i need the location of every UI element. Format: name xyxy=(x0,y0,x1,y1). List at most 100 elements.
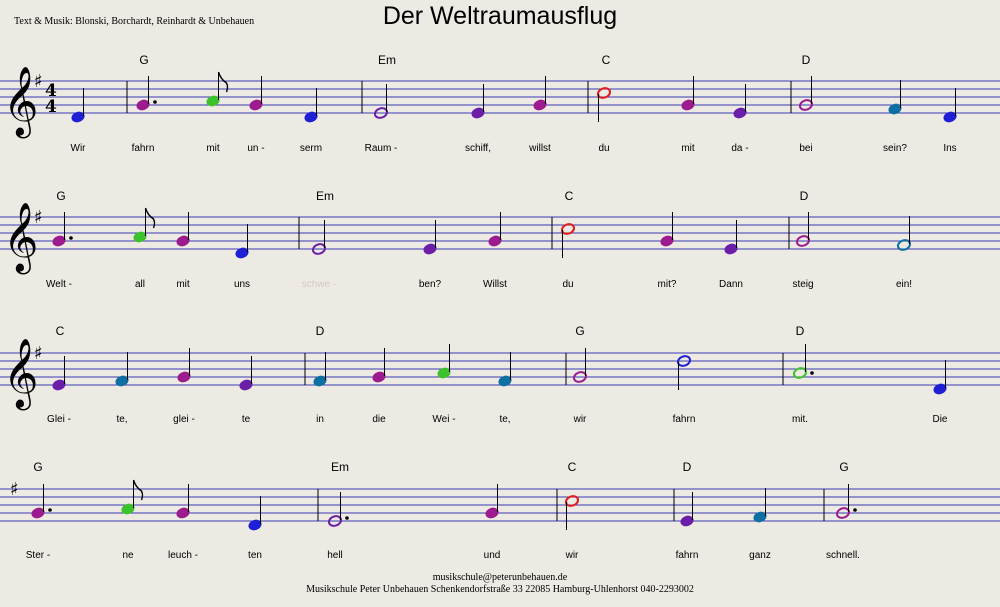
lyric-syllable: serm xyxy=(300,143,322,154)
chord-symbol: Em xyxy=(331,460,349,474)
note xyxy=(933,360,947,395)
note xyxy=(177,348,191,383)
note-flag xyxy=(144,207,156,229)
lyric-syllable: te, xyxy=(116,414,127,425)
augmentation-dot xyxy=(810,371,814,375)
key-signature-sharp: ♯ xyxy=(10,479,19,500)
note xyxy=(660,212,674,247)
note xyxy=(176,212,190,247)
staff-system-2: 𝄞♯ G Em C D Welt - all mit uns schwe - ben? Willst d… xyxy=(0,189,1000,290)
lyric-syllable: all xyxy=(135,279,145,290)
note xyxy=(373,84,389,119)
chord-symbol: Em xyxy=(316,189,334,203)
chord-symbol: D xyxy=(802,53,811,67)
treble-clef-icon: 𝄞 xyxy=(3,66,38,138)
lyric-syllable: fahrn xyxy=(676,550,699,561)
note xyxy=(52,356,66,391)
lyric-syllable: die xyxy=(372,414,386,425)
lyric-syllable: hell xyxy=(327,550,343,561)
key-signature-sharp: ♯ xyxy=(34,71,43,92)
augmentation-dot xyxy=(853,508,857,512)
lyric-syllable: schwe - xyxy=(302,279,336,290)
lyric-syllable: Die xyxy=(932,414,947,425)
note xyxy=(327,492,349,527)
staff-system-4: ♯ G Em C D G Ster - ne leuch - ten hell und wir fahrn… xyxy=(0,460,1000,561)
lyric-syllable: da - xyxy=(731,143,748,154)
note xyxy=(121,479,144,515)
lyric-syllable: willst xyxy=(528,143,551,154)
note xyxy=(176,484,190,519)
treble-clef-icon: 𝄞 xyxy=(3,202,38,274)
chord-symbol: G xyxy=(56,189,65,203)
lyric-syllable: ne xyxy=(122,550,134,561)
lyric-syllable: steig xyxy=(792,279,813,290)
note xyxy=(564,495,580,530)
song-title: Der Weltraumausflug xyxy=(382,2,618,30)
key-signature-sharp: ♯ xyxy=(34,207,43,228)
note xyxy=(311,220,327,255)
note xyxy=(133,207,156,243)
note xyxy=(485,484,499,519)
lyric-syllable: un - xyxy=(247,143,264,154)
lyric-syllable: mit. xyxy=(792,414,808,425)
note xyxy=(596,87,612,122)
lyric-syllable: mit? xyxy=(658,279,677,290)
note xyxy=(488,212,502,247)
staff-system-3: 𝄞♯ C D G D Glei - te, glei - te in die Wei - te, wir f… xyxy=(0,324,1000,425)
note xyxy=(724,220,738,255)
note xyxy=(423,220,437,255)
note xyxy=(313,352,327,387)
note xyxy=(560,223,576,258)
chord-symbol: G xyxy=(575,324,584,338)
note xyxy=(437,344,451,379)
note xyxy=(533,76,547,111)
lyric-syllable: und xyxy=(484,550,501,561)
lyric-syllable: Willst xyxy=(483,279,507,290)
credits-line: Text & Musik: Blonski, Borchardt, Reinha… xyxy=(14,16,255,27)
note xyxy=(888,80,902,115)
lyric-syllable: Glei - xyxy=(47,414,71,425)
note xyxy=(248,496,262,531)
footer-email: musikschule@peterunbehauen.de xyxy=(432,572,568,583)
lyric-syllable: mit xyxy=(206,143,220,154)
lyric-syllable: Wir xyxy=(71,143,87,154)
note xyxy=(835,484,857,519)
time-signature-bottom: 4 xyxy=(45,97,57,117)
lyric-syllable: Raum - xyxy=(365,143,398,154)
lyric-syllable: mit xyxy=(681,143,695,154)
lyric-syllable: glei - xyxy=(173,414,195,425)
lyric-syllable: bei xyxy=(799,143,812,154)
chord-symbol: C xyxy=(565,189,574,203)
augmentation-dot xyxy=(48,508,52,512)
note xyxy=(31,484,52,519)
chord-symbol: D xyxy=(796,324,805,338)
note xyxy=(206,71,229,107)
lyric-syllable: ten xyxy=(248,550,262,561)
chord-symbol: G xyxy=(839,460,848,474)
note xyxy=(471,84,485,119)
note xyxy=(249,76,263,111)
note xyxy=(798,76,814,111)
note xyxy=(304,88,318,123)
note xyxy=(239,356,253,391)
lyric-syllable: in xyxy=(316,414,324,425)
lyric-syllable: du xyxy=(598,143,609,154)
augmentation-dot xyxy=(69,236,73,240)
lyric-syllable: schiff, xyxy=(465,143,491,154)
note xyxy=(795,212,811,247)
lyric-syllable: ben? xyxy=(419,279,442,290)
note xyxy=(372,348,386,383)
chord-symbol: D xyxy=(316,324,325,338)
chord-symbol: G xyxy=(139,53,148,67)
lyric-syllable: mit xyxy=(176,279,190,290)
lyric-syllable: sein? xyxy=(883,143,907,154)
note xyxy=(235,224,249,259)
lyric-syllable: Ins xyxy=(943,143,956,154)
lyric-syllable: Dann xyxy=(719,279,743,290)
chord-symbol: C xyxy=(56,324,65,338)
note xyxy=(896,216,912,251)
lyric-syllable: du xyxy=(562,279,573,290)
footer-address: Musikschule Peter Unbehauen Schenkendorf… xyxy=(306,584,694,595)
lyric-syllable: Ster - xyxy=(26,550,50,561)
